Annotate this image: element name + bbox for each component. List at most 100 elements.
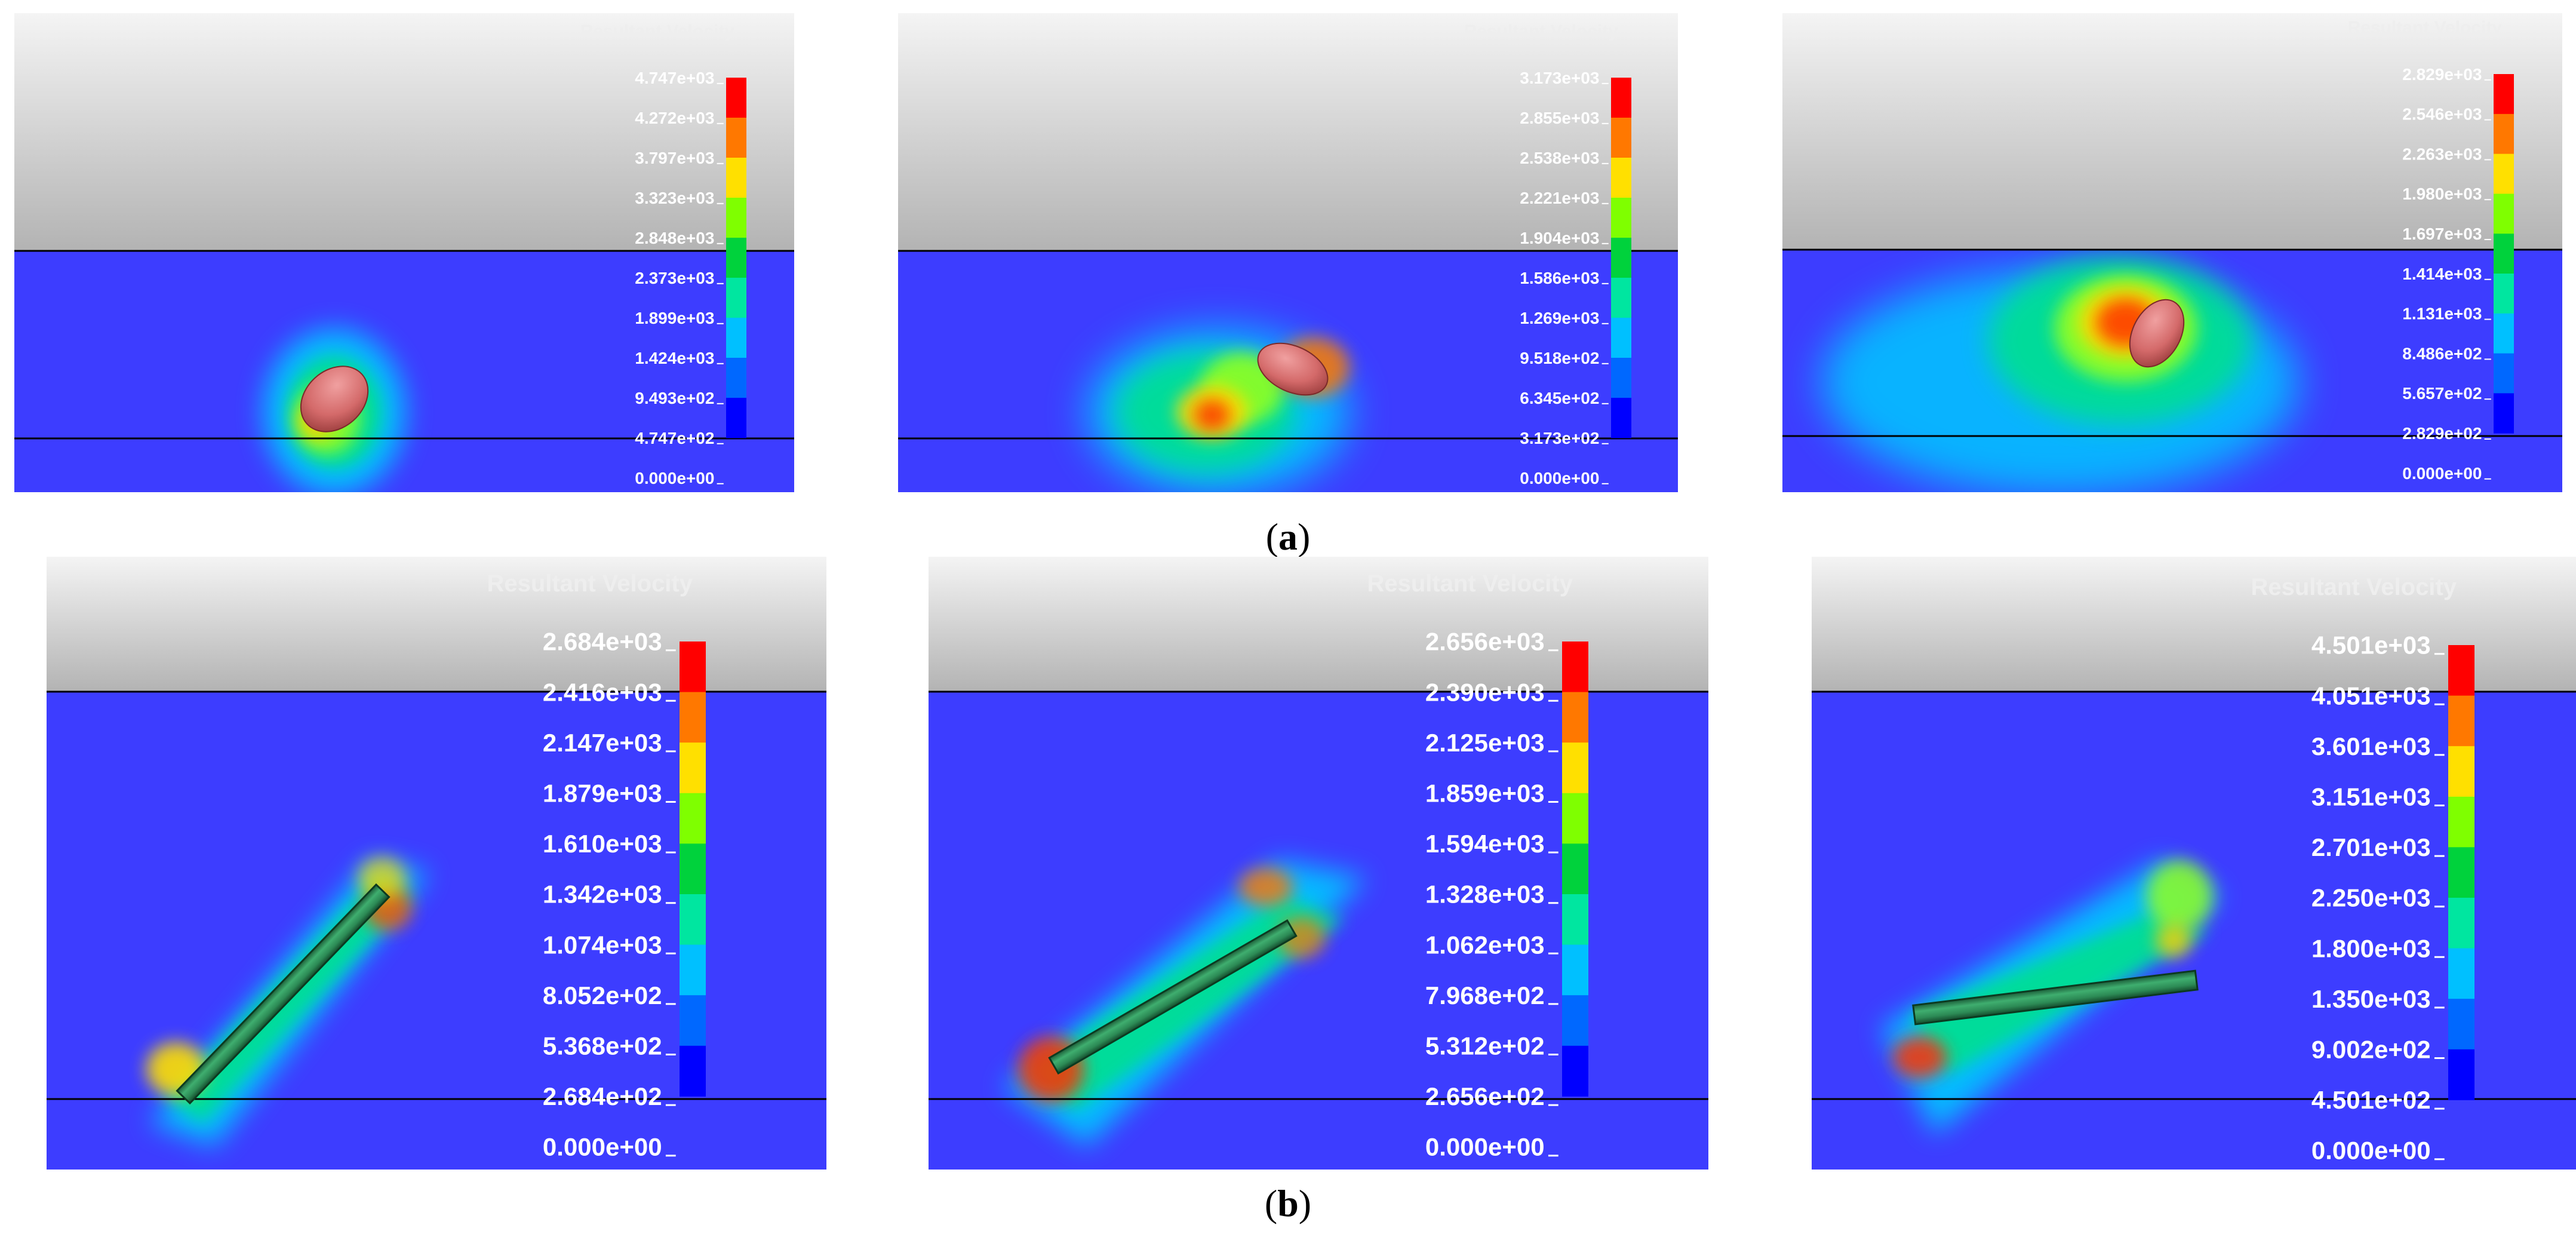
- legend-tick-label: 2.263e+03: [2402, 145, 2482, 163]
- sphere-projectile: [2129, 299, 2185, 368]
- legend-swatch: [680, 894, 706, 946]
- legend-tick-label: 2.656e+03: [1425, 628, 1545, 656]
- legend-tick-label: 7.968e+02: [1425, 981, 1545, 1009]
- legend-tick-label: 4.501e+03: [2311, 631, 2431, 659]
- legend-tick-label: 4.051e+03: [2311, 682, 2431, 710]
- legend-swatch: [1611, 118, 1631, 158]
- legend-swatch: [2448, 695, 2474, 747]
- sky-region: [1782, 13, 2562, 250]
- legend-swatch: [1611, 238, 1631, 278]
- legend-swatch: [680, 1045, 706, 1097]
- legend-tick-label: 3.797e+03: [635, 149, 714, 167]
- legend-tick-label: 5.657e+02: [2402, 384, 2482, 403]
- legend-tick-label: 4.501e+02: [2311, 1086, 2431, 1114]
- legend-swatch: [2494, 154, 2514, 194]
- legend-tick-label: 1.328e+03: [1425, 880, 1545, 908]
- fluid-region: [47, 692, 826, 1170]
- legend-swatch: [726, 238, 746, 278]
- legend-swatch: [680, 944, 706, 996]
- legend-swatch: [2448, 898, 2474, 949]
- subcaption-a: (a): [1266, 515, 1311, 558]
- legend-swatch: [1611, 318, 1631, 358]
- legend-swatch: [680, 692, 706, 743]
- legend-tick-label: 4.747e+03: [635, 69, 714, 87]
- legend-tick-label: 1.980e+03: [2402, 185, 2482, 203]
- legend-tick-label: 1.859e+03: [1425, 779, 1545, 808]
- legend-tick-label: 1.062e+03: [1425, 931, 1545, 959]
- legend-tick-label: 2.684e+02: [543, 1082, 662, 1110]
- color-legend: Resultant Velocity 3.173e+03 2.855e+03 2.53…: [1464, 22, 1631, 487]
- legend-swatch: [1611, 358, 1631, 398]
- rod-projectile: [1048, 919, 1298, 1075]
- legend-tick-label: 2.221e+03: [1520, 189, 1599, 207]
- legend-tick-label: 2.147e+03: [543, 729, 662, 757]
- legend-swatch: [1611, 198, 1631, 238]
- legend-tick-label: 1.594e+03: [1425, 830, 1545, 858]
- legend-tick-label: 5.368e+02: [543, 1032, 662, 1060]
- legend-tick-label: 2.538e+03: [1520, 149, 1599, 167]
- legend-swatch: [726, 358, 746, 398]
- legend-swatch: [2494, 113, 2514, 155]
- legend-swatch: [1611, 158, 1631, 198]
- legend-tick-label: 2.701e+03: [2311, 833, 2431, 861]
- legend-tick-label: 8.486e+02: [2402, 344, 2482, 363]
- legend-tick-label: 2.373e+03: [635, 269, 714, 287]
- subcaption-b: (b): [1265, 1182, 1311, 1224]
- legend-title: Resultant Velocity: [1464, 22, 1619, 41]
- legend-swatch: [2448, 645, 2474, 696]
- legend-tick-label: 3.601e+03: [2311, 732, 2431, 760]
- legend-tick-label: 4.747e+02: [635, 429, 714, 447]
- legend-tick-label: 1.800e+03: [2311, 934, 2431, 962]
- legend-tick-label: 1.342e+03: [543, 880, 662, 908]
- legend-tick-label: 5.312e+02: [1425, 1032, 1545, 1060]
- legend-tick-label: 2.656e+02: [1425, 1082, 1545, 1110]
- legend-tick-label: 1.424e+03: [635, 349, 714, 367]
- panel-b3: Resultant Velocity 4.501e+03 4.051e+03 3.60…: [1812, 557, 2576, 1170]
- legend-swatch: [726, 278, 746, 318]
- legend-swatch: [2494, 353, 2514, 394]
- legend-tick-label: 4.272e+03: [635, 109, 714, 127]
- legend-swatch: [1562, 692, 1588, 743]
- panel-b1: Resultant Velocity 2.684e+03 2.416e+03 2.14…: [47, 557, 826, 1170]
- legend-tick-label: 2.125e+03: [1425, 729, 1545, 757]
- legend-tick-label: 2.855e+03: [1520, 109, 1599, 127]
- legend-swatch: [2448, 948, 2474, 999]
- legend-tick-label: 2.848e+03: [635, 229, 714, 247]
- legend-tick-label: 1.350e+03: [2311, 985, 2431, 1013]
- legend-swatch: [1562, 793, 1588, 844]
- legend-tick-label: 3.173e+02: [1520, 429, 1599, 447]
- legend-swatch: [726, 158, 746, 198]
- color-legend: Resultant Velocity 4.747e+03 4.272e+03 3.79…: [580, 22, 746, 487]
- legend-tick-label: 9.518e+02: [1520, 349, 1599, 367]
- color-legend: Resultant Velocity 2.684e+03 2.416e+03 2.14…: [487, 570, 706, 1161]
- legend-swatch: [680, 742, 706, 794]
- legend-tick-label: 1.414e+03: [2402, 265, 2482, 283]
- rod-projectile: [176, 883, 391, 1105]
- legend-swatch: [2494, 234, 2514, 274]
- legend-swatch: [2448, 1049, 2474, 1100]
- legend-swatch: [2448, 999, 2474, 1050]
- legend-swatch: [2448, 796, 2474, 848]
- legend-tick-label: 2.684e+03: [543, 628, 662, 656]
- sphere-projectile: [1257, 342, 1329, 396]
- legend-swatch: [726, 318, 746, 358]
- legend-tick-label: 2.250e+03: [2311, 884, 2431, 912]
- legend-swatch: [2494, 393, 2514, 434]
- legend-swatch: [1611, 278, 1631, 318]
- legend-swatch: [680, 843, 706, 895]
- legend-tick-label: 1.904e+03: [1520, 229, 1599, 247]
- sky-region: [929, 557, 1708, 692]
- legend-swatch: [2494, 313, 2514, 354]
- legend-swatch: [1562, 843, 1588, 895]
- legend-tick-label: 3.151e+03: [2311, 783, 2431, 811]
- legend-tick-label: 0.000e+00: [635, 469, 714, 487]
- legend-tick-label: 1.586e+03: [1520, 269, 1599, 287]
- sky-region: [898, 13, 1678, 251]
- legend-tick-label: 2.829e+02: [2402, 424, 2482, 443]
- legend-swatch: [726, 78, 746, 118]
- legend-tick-label: 9.493e+02: [635, 389, 714, 407]
- legend-tick-label: 2.390e+03: [1425, 678, 1545, 706]
- legend-swatch: [1562, 1045, 1588, 1097]
- legend-swatch: [1562, 742, 1588, 794]
- legend-tick-label: 1.899e+03: [635, 309, 714, 327]
